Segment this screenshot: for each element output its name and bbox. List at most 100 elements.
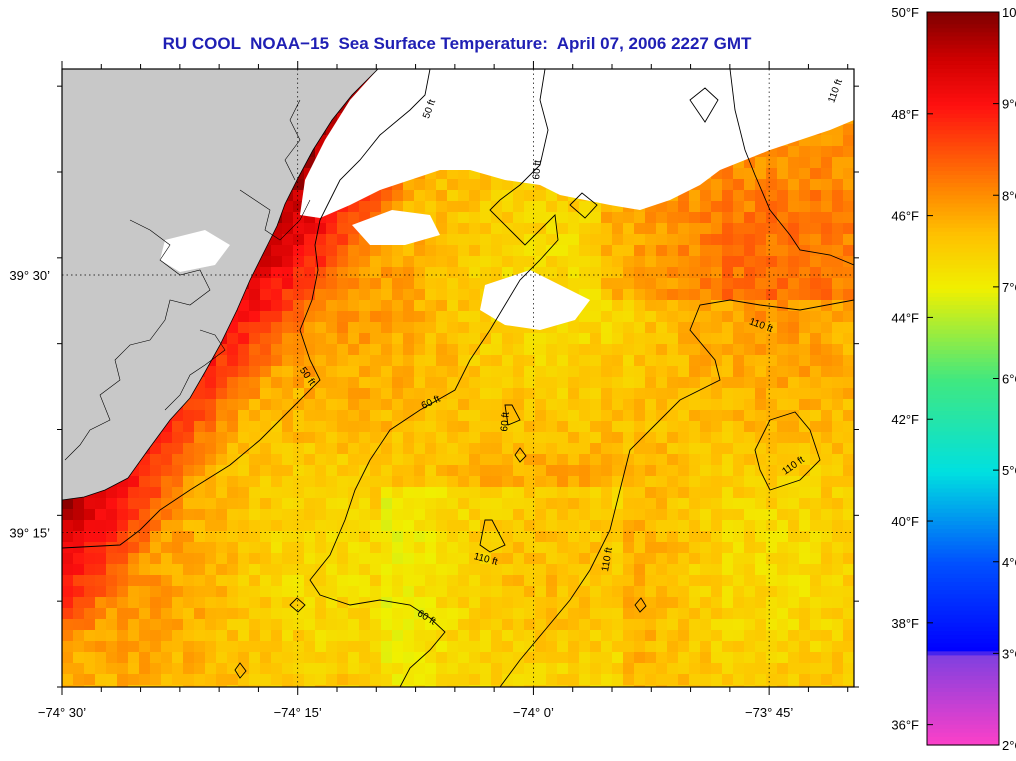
sst-pixel bbox=[766, 465, 777, 476]
sst-pixel bbox=[711, 586, 722, 597]
sst-pixel bbox=[601, 553, 612, 564]
sst-pixel bbox=[843, 267, 854, 278]
sst-pixel bbox=[766, 498, 777, 509]
sst-pixel bbox=[414, 443, 425, 454]
sst-pixel bbox=[766, 322, 777, 333]
sst-pixel bbox=[381, 509, 392, 520]
sst-pixel bbox=[117, 575, 128, 586]
sst-pixel bbox=[788, 245, 799, 256]
sst-pixel bbox=[491, 179, 502, 190]
colorbar-strip bbox=[927, 708, 999, 714]
sst-pixel bbox=[194, 575, 205, 586]
sst-pixel bbox=[612, 289, 623, 300]
sst-pixel bbox=[480, 234, 491, 245]
sst-pixel bbox=[414, 179, 425, 190]
colorbar-strip bbox=[927, 223, 999, 229]
sst-pixel bbox=[205, 663, 216, 674]
sst-pixel bbox=[304, 597, 315, 608]
sst-pixel bbox=[678, 443, 689, 454]
sst-pixel bbox=[645, 531, 656, 542]
sst-pixel bbox=[788, 630, 799, 641]
sst-pixel bbox=[326, 608, 337, 619]
sst-pixel bbox=[172, 663, 183, 674]
sst-pixel bbox=[656, 432, 667, 443]
sst-pixel bbox=[667, 278, 678, 289]
sst-pixel bbox=[579, 432, 590, 443]
sst-pixel bbox=[744, 344, 755, 355]
sst-pixel bbox=[392, 256, 403, 267]
sst-pixel bbox=[458, 674, 469, 685]
sst-pixel bbox=[117, 509, 128, 520]
sst-pixel bbox=[205, 421, 216, 432]
sst-pixel bbox=[381, 399, 392, 410]
sst-pixel bbox=[832, 531, 843, 542]
sst-pixel bbox=[821, 377, 832, 388]
sst-pixel bbox=[436, 300, 447, 311]
sst-pixel bbox=[766, 245, 777, 256]
sst-pixel bbox=[821, 333, 832, 344]
sst-pixel bbox=[414, 410, 425, 421]
sst-pixel bbox=[799, 322, 810, 333]
sst-pixel bbox=[249, 300, 260, 311]
sst-pixel bbox=[447, 168, 458, 179]
sst-pixel bbox=[821, 190, 832, 201]
sst-pixel bbox=[370, 256, 381, 267]
sst-pixel bbox=[755, 410, 766, 421]
sst-pixel bbox=[843, 179, 854, 190]
sst-pixel bbox=[480, 179, 491, 190]
sst-pixel bbox=[623, 377, 634, 388]
sst-pixel bbox=[293, 223, 304, 234]
sst-pixel bbox=[557, 663, 568, 674]
sst-pixel bbox=[326, 234, 337, 245]
sst-pixel bbox=[260, 663, 271, 674]
sst-pixel bbox=[293, 333, 304, 344]
sst-pixel bbox=[480, 630, 491, 641]
sst-pixel bbox=[414, 542, 425, 553]
sst-pixel bbox=[304, 619, 315, 630]
sst-pixel bbox=[161, 630, 172, 641]
sst-pixel bbox=[370, 311, 381, 322]
sst-pixel bbox=[359, 432, 370, 443]
sst-pixel bbox=[458, 223, 469, 234]
sst-pixel bbox=[524, 234, 535, 245]
sst-pixel bbox=[700, 245, 711, 256]
sst-pixel bbox=[744, 498, 755, 509]
sst-pixel bbox=[700, 498, 711, 509]
sst-pixel bbox=[205, 553, 216, 564]
sst-pixel bbox=[843, 553, 854, 564]
sst-pixel bbox=[755, 366, 766, 377]
colorbar-strip bbox=[927, 333, 999, 339]
colorbar-strip bbox=[927, 337, 999, 343]
sst-pixel bbox=[744, 212, 755, 223]
sst-pixel bbox=[271, 553, 282, 564]
sst-pixel bbox=[150, 608, 161, 619]
sst-pixel bbox=[348, 212, 359, 223]
sst-pixel bbox=[601, 443, 612, 454]
sst-pixel bbox=[359, 652, 370, 663]
sst-pixel bbox=[249, 531, 260, 542]
sst-pixel bbox=[370, 190, 381, 201]
sst-pixel bbox=[293, 278, 304, 289]
sst-pixel bbox=[788, 564, 799, 575]
sst-pixel bbox=[667, 608, 678, 619]
sst-pixel bbox=[183, 542, 194, 553]
sst-pixel bbox=[579, 498, 590, 509]
sst-pixel bbox=[348, 256, 359, 267]
sst-pixel bbox=[557, 223, 568, 234]
sst-pixel bbox=[293, 399, 304, 410]
sst-pixel bbox=[315, 399, 326, 410]
sst-pixel bbox=[447, 190, 458, 201]
sst-pixel bbox=[216, 597, 227, 608]
sst-pixel bbox=[744, 388, 755, 399]
sst-pixel bbox=[711, 487, 722, 498]
sst-pixel bbox=[205, 619, 216, 630]
sst-pixel bbox=[128, 575, 139, 586]
sst-pixel bbox=[722, 564, 733, 575]
colorbar-strip bbox=[927, 740, 999, 746]
sst-pixel bbox=[139, 465, 150, 476]
sst-pixel bbox=[392, 179, 403, 190]
sst-pixel bbox=[359, 663, 370, 674]
sst-pixel bbox=[678, 685, 689, 687]
sst-pixel bbox=[282, 234, 293, 245]
sst-pixel bbox=[744, 652, 755, 663]
